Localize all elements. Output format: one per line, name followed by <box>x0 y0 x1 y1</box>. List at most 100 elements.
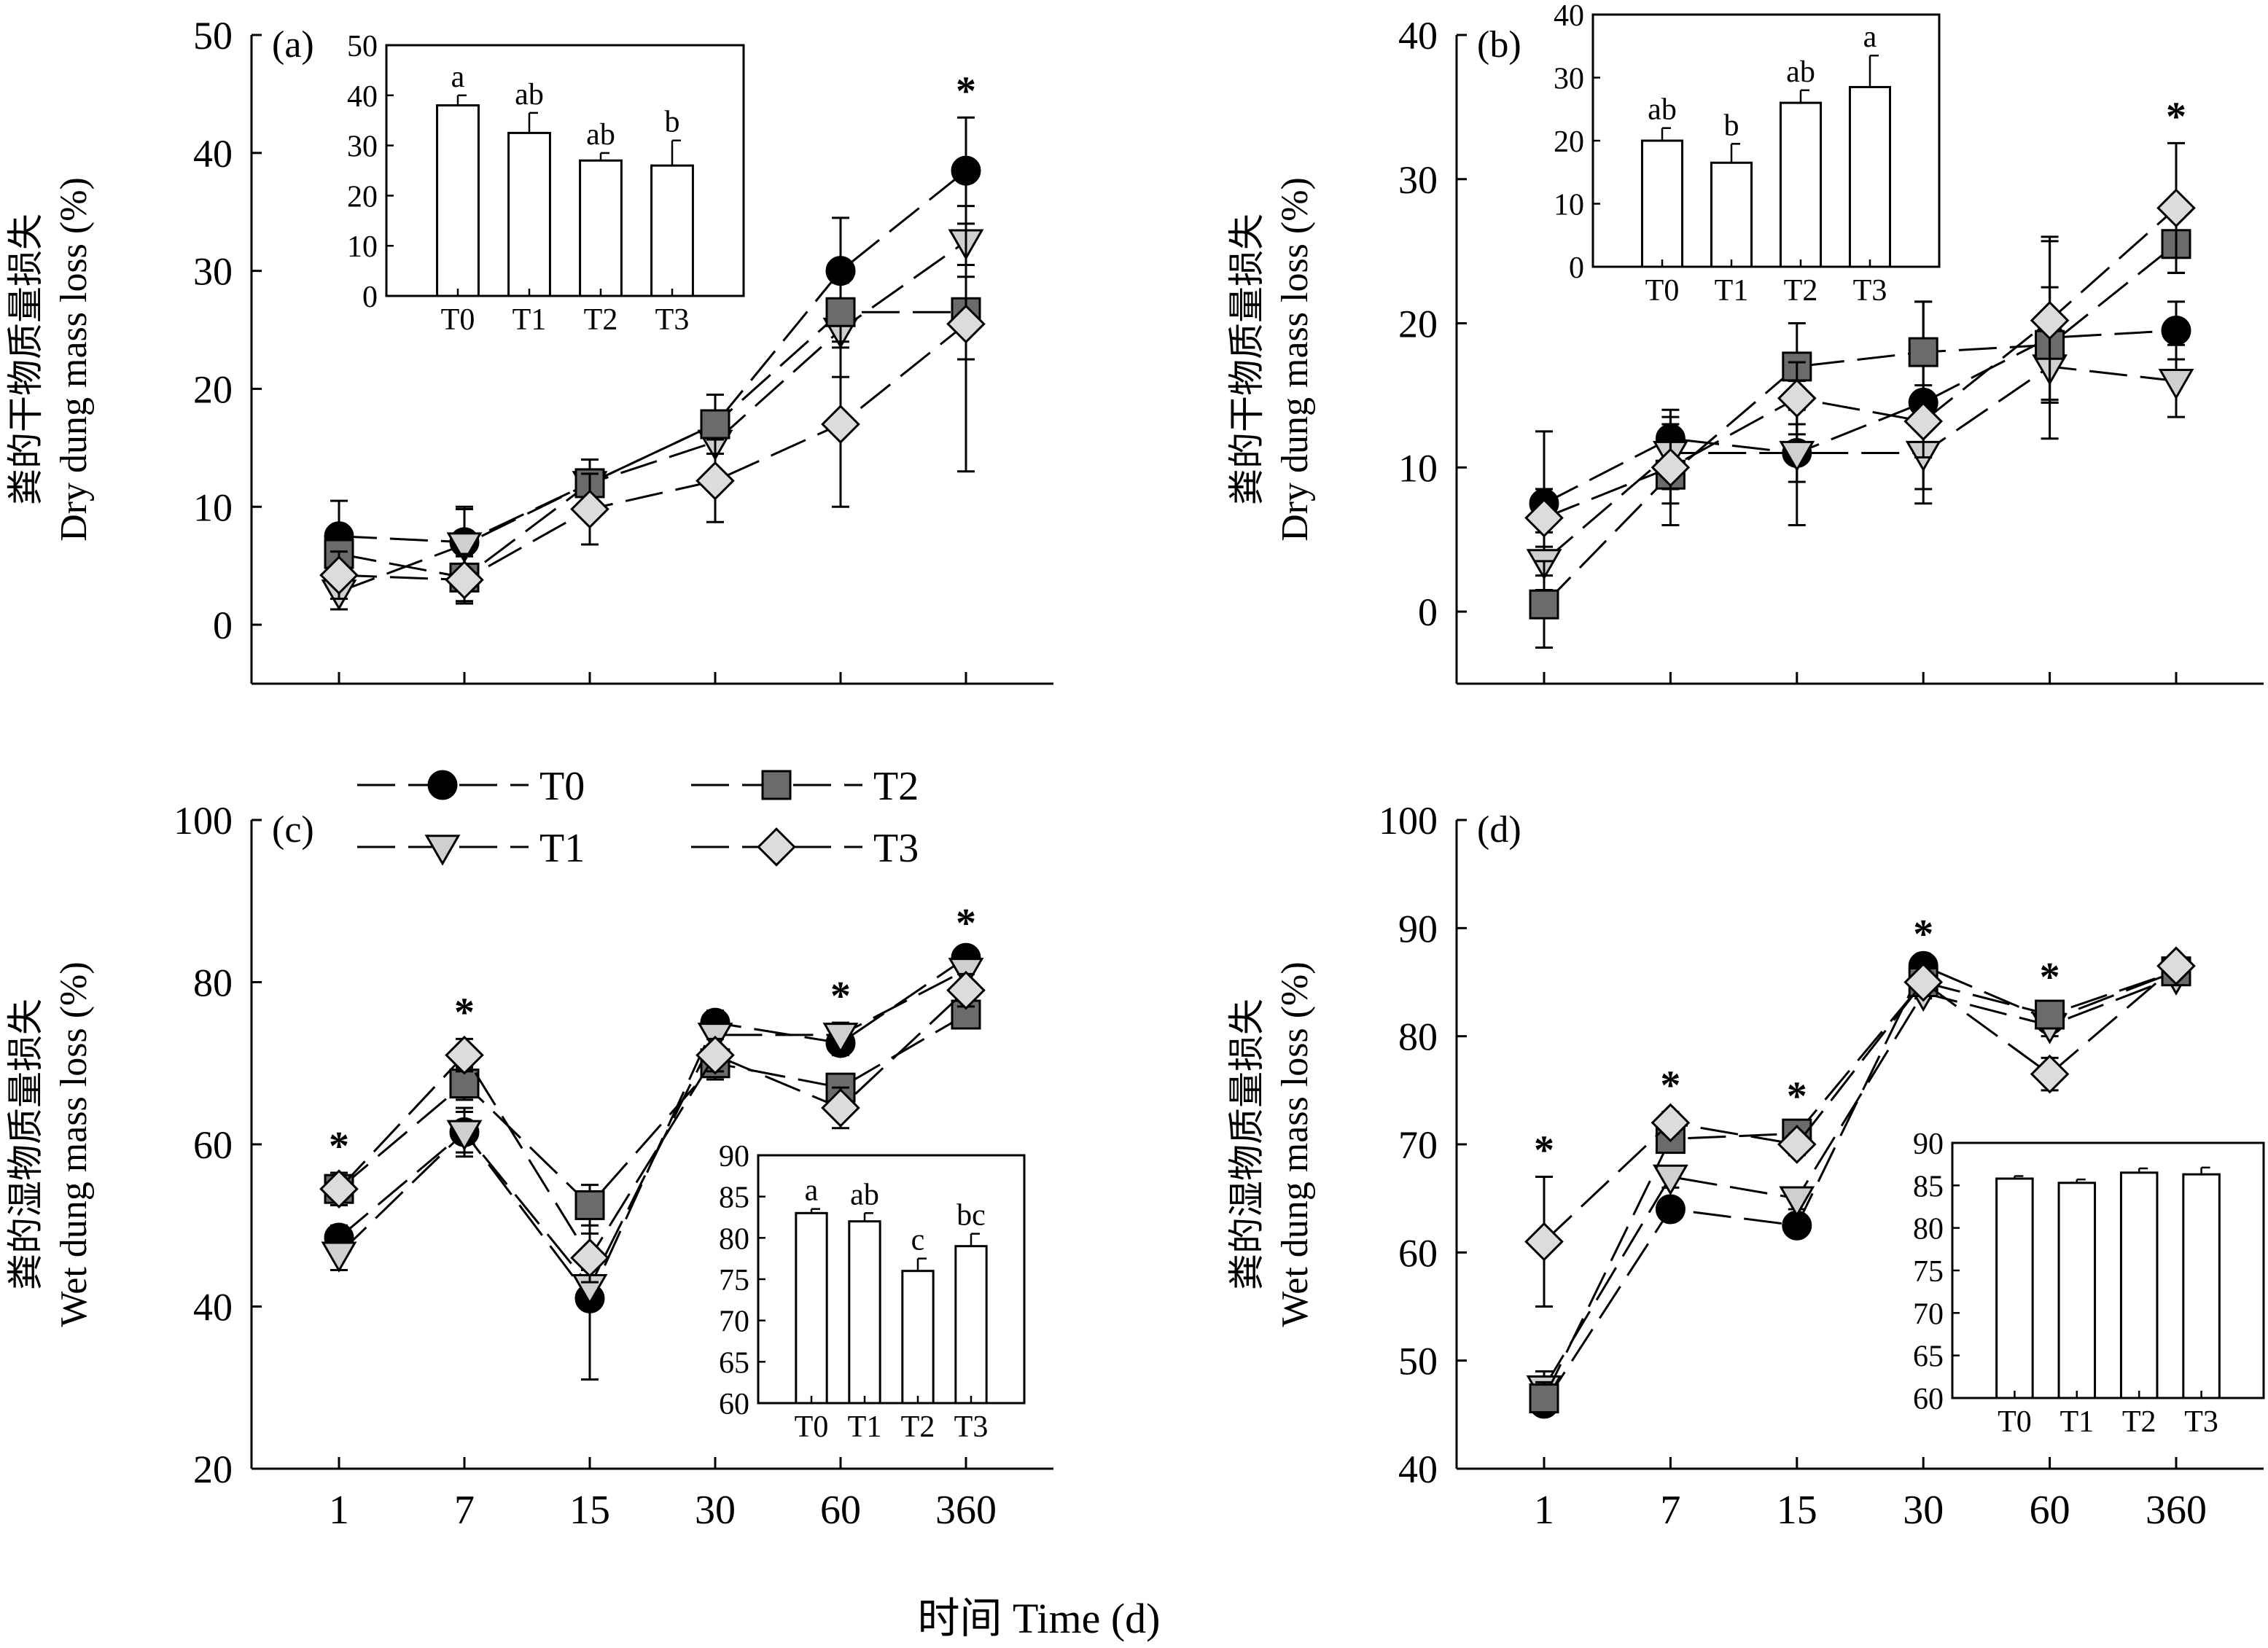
significance-marker: * <box>956 69 976 114</box>
series-T3 <box>1524 946 2196 1308</box>
inset-x-tick-label: T1 <box>1715 274 1749 308</box>
data-point <box>570 1238 609 1278</box>
data-point <box>821 405 860 444</box>
inset-bar <box>901 1270 935 1405</box>
data-point <box>321 1241 357 1273</box>
y-axis-title-en: Dry dung mass loss (%) <box>1274 177 1316 542</box>
legend-marker <box>757 827 796 867</box>
inset-bar <box>2119 1171 2159 1399</box>
legend-item-T0: T0 <box>357 764 585 809</box>
y-axis-title-en: Dry dung mass loss (%) <box>53 177 95 542</box>
y-tick-label: 20 <box>1398 302 1438 346</box>
series-line <box>1543 970 2177 1399</box>
data-point <box>1655 1194 1686 1225</box>
y-tick-label: 40 <box>193 132 233 176</box>
legend: T0 T1 T2 T3 <box>357 764 919 871</box>
y-axis-title-cn: 粪的干物质量损失 <box>5 214 46 505</box>
legend-marker <box>761 770 792 800</box>
y-tick-label: 100 <box>1379 799 1438 843</box>
series-T1 <box>1526 329 2194 591</box>
inset-bar <box>650 164 694 297</box>
panel-a: 0 10 20 30 40 50 (a) 粪的干物质量损失 Dry dung mass loss… <box>5 14 1053 685</box>
inset-x-tick-label: T0 <box>1645 274 1680 308</box>
data-point <box>2030 1054 2070 1094</box>
data-point <box>2030 300 2070 340</box>
inset-x-tick-label: T2 <box>584 303 618 337</box>
series-line <box>338 169 967 544</box>
inset-significance-letter: ab <box>1786 55 1815 89</box>
legend-marker <box>427 770 458 800</box>
y-tick-label: 40 <box>1398 14 1438 58</box>
inset-significance-letter: a <box>805 1174 819 1208</box>
y-tick-label: 80 <box>193 961 233 1005</box>
x-tick-label: 1 <box>329 1488 349 1533</box>
inset-x-tick-label: T1 <box>848 1410 882 1444</box>
y-tick-label: 30 <box>193 250 233 294</box>
x-axis-title: 时间 Time (d) <box>918 1595 1161 1642</box>
y-tick-label: 20 <box>193 367 233 411</box>
inset-y-tick-label: 10 <box>1554 189 1584 222</box>
inset-y-tick-label: 85 <box>1913 1170 1944 1203</box>
data-point <box>1777 1125 1817 1164</box>
inset-y-tick-label: 40 <box>347 80 378 114</box>
data-point <box>1779 440 1815 472</box>
inset-y-tick-label: 20 <box>1554 125 1584 159</box>
legend-label: T3 <box>873 826 919 871</box>
data-point <box>319 555 359 595</box>
inset-significance-letter: b <box>1724 109 1739 142</box>
data-point <box>2161 315 2191 345</box>
panel-label: (a) <box>272 24 314 66</box>
inset-significance-letter: a <box>451 60 465 94</box>
x-tick-label: 60 <box>2030 1488 2070 1533</box>
data-point <box>445 1035 484 1075</box>
y-tick-label: 20 <box>193 1448 233 1491</box>
inset-y-tick-label: 65 <box>1913 1340 1944 1374</box>
inset-y-tick-label: 90 <box>1913 1128 1944 1161</box>
inset-x-tick-label: T0 <box>1998 1405 2032 1439</box>
y-tick-label: 0 <box>213 604 233 647</box>
inset-significance-letter: b <box>665 106 680 139</box>
data-point <box>700 409 730 440</box>
data-point <box>574 1190 605 1220</box>
data-point <box>2156 946 2196 986</box>
inset-y-tick-label: 90 <box>719 1140 749 1173</box>
inset-bar <box>1710 161 1753 268</box>
series-line <box>1543 975 2177 1389</box>
significance-marker: * <box>2040 955 2060 1000</box>
inset-bar <box>1995 1177 2034 1399</box>
inset-significance-letter: ab <box>586 118 615 152</box>
y-tick-label: 70 <box>1398 1123 1438 1167</box>
data-point <box>1903 402 1944 441</box>
y-axis-title-cn: 粪的干物质量损失 <box>1226 214 1267 505</box>
data-point <box>1652 1164 1688 1196</box>
y-axis-title-en: Wet dung mass loss (%) <box>53 961 95 1327</box>
series-line <box>338 311 966 579</box>
data-point <box>695 1035 735 1075</box>
inset-significance-letter: c <box>911 1224 925 1257</box>
series-line <box>1543 207 2177 519</box>
inset-y-tick-label: 80 <box>719 1222 749 1256</box>
inset-y-tick-label: 0 <box>1569 251 1584 285</box>
x-tick-label: 1 <box>1534 1488 1554 1533</box>
inset-y-tick-label: 30 <box>347 130 378 164</box>
series-T3 <box>319 970 986 1284</box>
data-point <box>822 1023 859 1054</box>
x-tick-label: 30 <box>695 1488 736 1533</box>
data-point <box>2156 188 2196 228</box>
data-point <box>446 532 483 563</box>
inset-bar <box>1779 101 1823 268</box>
x-tick-label: 360 <box>935 1488 997 1533</box>
panel-label: (c) <box>272 809 314 851</box>
inset-y-tick-label: 70 <box>1913 1297 1944 1331</box>
significance-marker: * <box>454 990 475 1035</box>
inset-y-tick-label: 80 <box>1913 1213 1944 1246</box>
inset-bar <box>2182 1173 2221 1399</box>
data-point <box>1903 962 1944 1002</box>
inset-x-tick-label: T3 <box>655 303 690 337</box>
data-point <box>1777 378 1817 418</box>
inset-y-tick-label: 70 <box>719 1305 749 1339</box>
inset-significance-letter: ab <box>850 1178 879 1211</box>
inset-significance-letter: ab <box>1648 93 1677 127</box>
